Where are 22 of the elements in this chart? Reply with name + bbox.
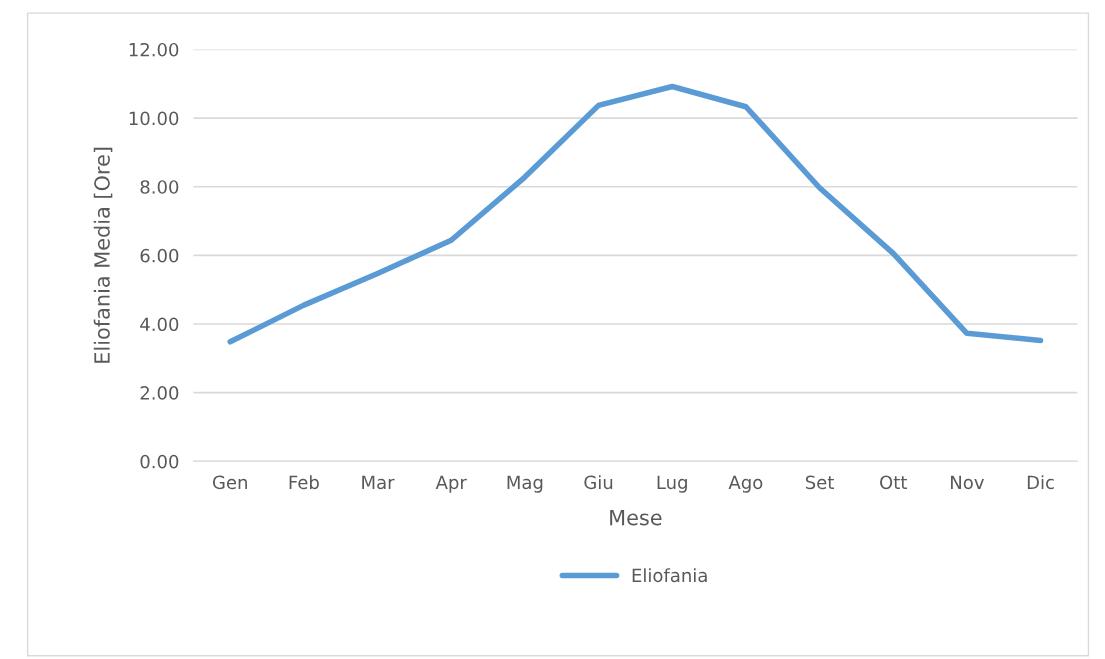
x-tick-label: Gen [212, 475, 247, 490]
x-tick-label: Set [805, 475, 834, 490]
x-tick-label: Ago [728, 475, 763, 493]
y-tick-label: 10.00 [129, 111, 179, 126]
x-tick-label: Nov [951, 475, 984, 490]
y-tick-label: 0.00 [140, 454, 179, 469]
x-tick-label: Mag [507, 475, 543, 493]
x-tick-label: Ott [880, 475, 907, 490]
y-axis-title: Eliofania Media [Ore] [93, 147, 113, 363]
x-axis-title: Mese [610, 509, 662, 526]
legend-label: Eliofania [632, 568, 707, 583]
y-tick-label: 12.00 [129, 42, 179, 57]
y-tick-label: 4.00 [140, 317, 179, 332]
x-tick-label: Apr [435, 475, 467, 493]
y-tick-label: 6.00 [140, 248, 179, 263]
y-tick-label: 2.00 [140, 386, 179, 400]
x-tick-label: Feb [289, 475, 319, 490]
x-tick-label: Mar [362, 475, 395, 490]
x-tick-label: Dic [1027, 475, 1054, 490]
y-tick-label: 8.00 [140, 180, 179, 194]
x-tick-label: Giu [584, 475, 613, 490]
x-tick-label: Lug [657, 475, 687, 493]
